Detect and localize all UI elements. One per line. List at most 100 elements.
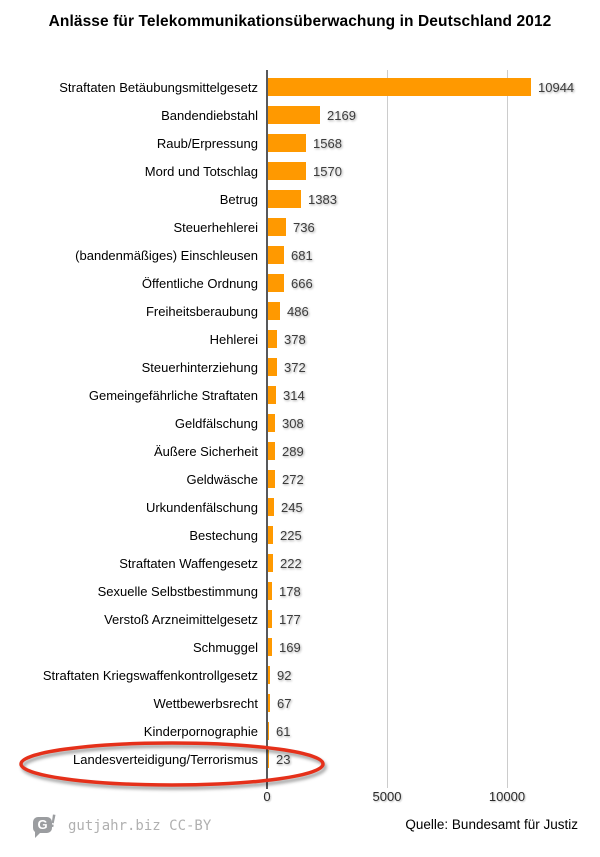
bar	[268, 162, 306, 180]
bar	[268, 246, 284, 264]
bar	[268, 666, 270, 684]
value-label: 92	[277, 667, 292, 683]
category-label: Geldwäsche	[186, 471, 258, 487]
value-label: 272	[282, 471, 304, 487]
value-label: 225	[280, 527, 302, 543]
bar	[268, 106, 320, 124]
bar-row: Mord und Totschlag 1570	[0, 157, 600, 185]
value-label: 681	[291, 247, 313, 263]
bar-row: Bandendiebstahl 2169	[0, 101, 600, 129]
bar	[268, 526, 273, 544]
brand-attribution: G ! gutjahr.biz CC-BY	[33, 811, 212, 839]
bar-row: Bestechung 225	[0, 521, 600, 549]
bar	[268, 134, 306, 152]
category-label: Steuerhehlerei	[173, 219, 258, 235]
bar	[268, 554, 273, 572]
category-label: (bandenmäßiges) Einschleusen	[75, 247, 258, 263]
value-label: 178	[279, 583, 301, 599]
bar-row: Raub/Erpressung 1568	[0, 129, 600, 157]
value-label: 61	[276, 723, 291, 739]
category-label: Wettbewerbsrecht	[153, 695, 258, 711]
value-label: 289	[282, 443, 304, 459]
bar-row: Öffentliche Ordnung 666	[0, 269, 600, 297]
bar-row: Wettbewerbsrecht 67	[0, 689, 600, 717]
bar-row: Geldwäsche 272	[0, 465, 600, 493]
value-label: 222	[280, 555, 302, 571]
bar-row: Straftaten Waffengesetz 222	[0, 549, 600, 577]
category-label: Geldfälschung	[174, 415, 258, 431]
bar	[268, 638, 272, 656]
bar-row: Sexuelle Selbstbestimmung 178	[0, 577, 600, 605]
value-label: 10944	[538, 79, 575, 95]
category-label: Betrug	[219, 191, 258, 207]
category-label: Öffentliche Ordnung	[141, 275, 258, 291]
bar-row: Freiheitsberaubung 486	[0, 297, 600, 325]
bar	[268, 386, 276, 404]
gridline-5000	[387, 70, 388, 788]
value-label: 1570	[313, 163, 342, 179]
value-label: 169	[279, 639, 301, 655]
attribution-text: gutjahr.biz CC-BY	[68, 818, 212, 834]
bar	[268, 722, 269, 740]
value-label: 314	[283, 387, 305, 403]
bar	[268, 582, 272, 600]
x-tick-label: 10000	[488, 789, 526, 804]
value-label: 378	[284, 331, 306, 347]
value-label: 666	[291, 275, 313, 291]
y-axis-line	[266, 70, 268, 789]
value-label: 308	[282, 415, 304, 431]
bar	[268, 78, 531, 96]
category-label: Raub/Erpressung	[156, 135, 258, 151]
bar	[268, 302, 280, 320]
value-label: 67	[277, 695, 292, 711]
category-label: Mord und Totschlag	[144, 163, 258, 179]
bar-row: Hehlerei 378	[0, 325, 600, 353]
bar-row: Urkundenfälschung 245	[0, 493, 600, 521]
bar	[268, 694, 270, 712]
x-tick-label: 5000	[372, 789, 402, 804]
bar-row: Gemeingefährliche Straftaten 314	[0, 381, 600, 409]
category-label: Straftaten Betäubungsmittelgesetz	[59, 79, 258, 95]
category-label: Gemeingefährliche Straftaten	[88, 387, 258, 403]
category-label: Hehlerei	[209, 331, 258, 347]
bar	[268, 190, 301, 208]
source-text: Quelle: Bundesamt für Justiz	[405, 817, 578, 832]
bar-row: Schmuggel 169	[0, 633, 600, 661]
category-label: Äußere Sicherheit	[153, 443, 258, 459]
bar	[268, 470, 275, 488]
value-label: 1383	[308, 191, 337, 207]
category-label: Sexuelle Selbstbestimmung	[97, 583, 258, 599]
value-label: 1568	[313, 135, 342, 151]
x-tick-label: 0	[263, 789, 271, 804]
bar-row: Steuerhehlerei 736	[0, 213, 600, 241]
value-label: 736	[293, 219, 315, 235]
value-label: 486	[287, 303, 309, 319]
bar	[268, 610, 272, 628]
category-label: Verstoß Arzneimittelgesetz	[104, 611, 258, 627]
bar-row: Steuerhinterziehung 372	[0, 353, 600, 381]
value-label: 2169	[327, 107, 356, 123]
bar-row: Betrug 1383	[0, 185, 600, 213]
gridline-10000	[507, 70, 508, 788]
category-label: Straftaten Kriegswaffenkontrollgesetz	[42, 667, 258, 683]
logo-bubble-icon: G	[33, 817, 52, 838]
bar-row: Kinderpornographie 61	[0, 717, 600, 745]
category-label: Steuerhinterziehung	[141, 359, 258, 375]
value-label: 177	[279, 611, 301, 627]
bar	[268, 498, 274, 516]
category-label: Straftaten Waffengesetz	[119, 555, 258, 571]
category-label: Bestechung	[189, 527, 258, 543]
bar-row: Geldfälschung 308	[0, 409, 600, 437]
bar-row: Äußere Sicherheit 289	[0, 437, 600, 465]
category-label: Schmuggel	[192, 639, 258, 655]
bar-row: Verstoß Arzneimittelgesetz 177	[0, 605, 600, 633]
category-label: Urkundenfälschung	[145, 499, 258, 515]
gutjahr-logo-icon: G !	[33, 811, 62, 839]
bar	[268, 442, 275, 460]
bar	[268, 358, 277, 376]
value-label: 372	[284, 359, 306, 375]
bar-row: Straftaten Betäubungsmittelgesetz 10944	[0, 73, 600, 101]
